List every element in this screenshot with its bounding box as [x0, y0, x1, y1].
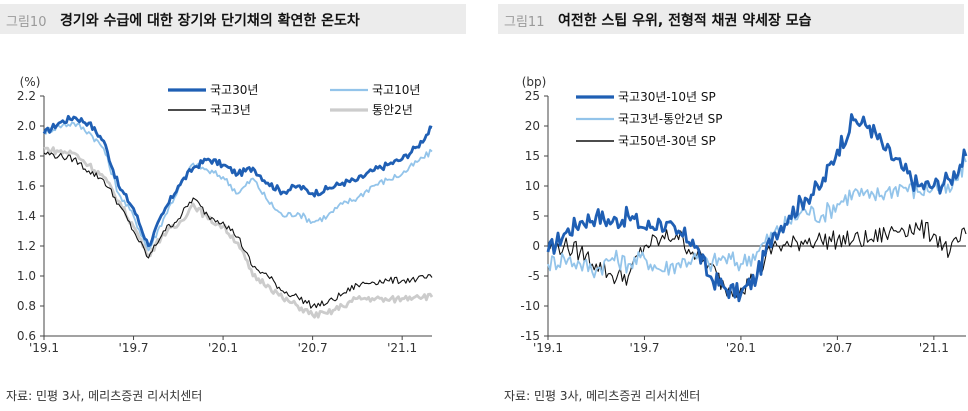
y-tick-label: -10	[520, 299, 540, 313]
figure-title: 경기와 수급에 대한 장기와 단기채의 확연한 온도차	[60, 13, 360, 29]
title-bar: 그림10 경기와 수급에 대한 장기와 단기채의 확연한 온도차	[0, 4, 466, 34]
title-bar: 그림11 여전한 스팁 우위, 전형적 채권 약세장 모습	[498, 4, 964, 34]
x-tick-label: '21.1	[919, 341, 949, 355]
axes: -15 -10 -5 0 5 10 15 20 25(bp) '19.1 '19.7 '20.1 '20…	[520, 75, 966, 355]
series-line	[43, 151, 433, 309]
series-line	[43, 121, 433, 252]
y-tick-label: 20	[525, 119, 540, 133]
x-tick-label: '20.7	[298, 341, 328, 355]
x-tick-label: '19.7	[629, 341, 659, 355]
y-tick-label: 1.8	[17, 149, 36, 163]
source-note: 자료: 민평 3사, 메리츠증권 리서치센터	[504, 389, 701, 403]
y-tick-label: 2.0	[17, 119, 36, 133]
source-note: 자료: 민평 3사, 메리츠증권 리서치센터	[6, 389, 203, 403]
y-tick-label: 0	[532, 239, 540, 253]
spread-chart: -15 -10 -5 0 5 10 15 20 25(bp) '19.1 '19.7 '20.1 '20…	[520, 75, 968, 355]
treasury-yield-chart: 0.6 0.8 1.0 1.2 1.4 1.6 1.8 2.0 2.2(%) '19.1 '19.7…	[17, 75, 434, 355]
y-tick-label: -5	[528, 269, 540, 283]
legend-label: 국고3년-통안2년 SP	[618, 112, 723, 126]
legend-label: 국고10년	[372, 83, 420, 97]
y-axis-label: (bp)	[522, 75, 547, 89]
legend-label: 통안2년	[372, 103, 413, 117]
y-tick-label: -15	[520, 329, 540, 343]
figure-title: 여전한 스팁 우위, 전형적 채권 약세장 모습	[558, 13, 812, 29]
series-line	[43, 146, 434, 319]
y-tick-label: 0.8	[17, 299, 36, 313]
x-tick-label: '19.7	[119, 341, 149, 355]
series-line	[42, 114, 433, 248]
legend: 국고30년-10년 SP 국고3년-통안2년 SP 국고50년-30년 SP	[576, 90, 723, 148]
figure-number: 그림11	[504, 15, 545, 30]
y-tick-label: 5	[532, 209, 540, 223]
y-tick-label: 25	[525, 89, 540, 103]
series-line	[547, 156, 967, 279]
y-tick-label: 1.6	[17, 179, 36, 193]
legend-label: 국고30년	[210, 83, 258, 97]
y-tick-label: 1.4	[17, 209, 36, 223]
y-tick-label: 0.6	[17, 329, 36, 343]
legend-label: 국고3년	[210, 103, 251, 117]
x-tick-label: '20.1	[726, 341, 756, 355]
x-tick-label: '19.1	[29, 341, 59, 355]
legend-label: 국고30년-10년 SP	[618, 90, 716, 104]
axes: 0.6 0.8 1.0 1.2 1.4 1.6 1.8 2.0 2.2(%) '19.1 '19.7…	[17, 75, 432, 355]
y-tick-label: 2.2	[17, 89, 36, 103]
y-tick-label: 15	[525, 149, 540, 163]
x-tick-label: '21.1	[387, 341, 417, 355]
legend-label: 국고50년-30년 SP	[618, 134, 716, 148]
x-tick-label: '20.1	[208, 341, 238, 355]
x-tick-label: '20.7	[822, 341, 852, 355]
left-chart-panel: 그림10 경기와 수급에 대한 장기와 단기채의 확연한 온도차 0.6 0.8 1…	[0, 0, 470, 411]
right-chart-panel: 그림11 여전한 스팁 우위, 전형적 채권 약세장 모습 -15 -10 -5 0 5…	[498, 0, 968, 411]
y-tick-label: 1.0	[17, 269, 36, 283]
x-tick-label: '19.1	[533, 341, 563, 355]
y-axis-label: (%)	[20, 75, 41, 89]
y-tick-label: 1.2	[17, 239, 36, 253]
series-line	[546, 113, 968, 303]
y-tick-label: 10	[525, 179, 540, 193]
figure-number: 그림10	[6, 15, 47, 30]
